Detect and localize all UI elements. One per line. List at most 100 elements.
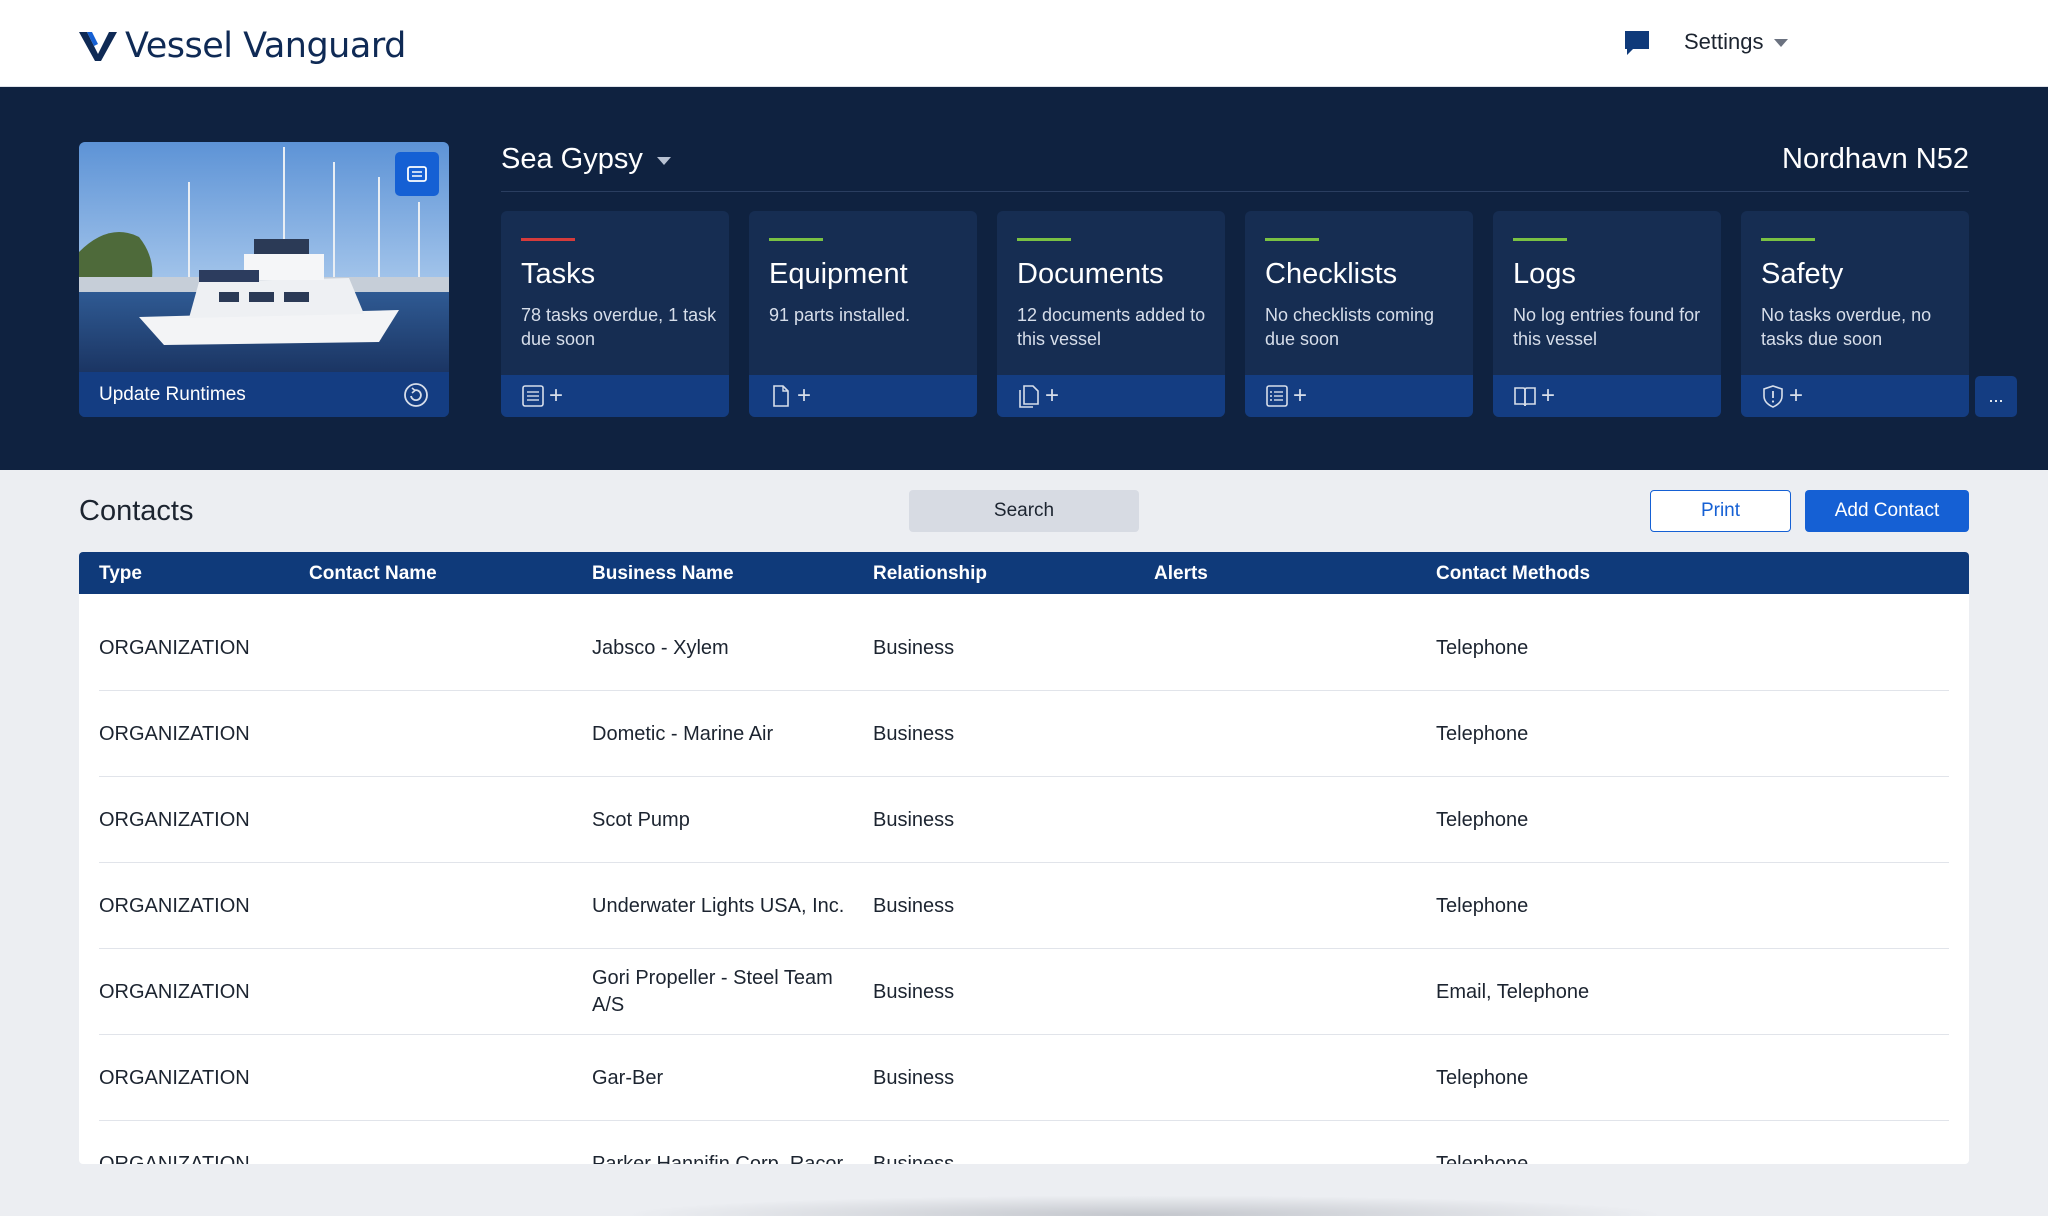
tile-add-equipment-button[interactable]: + [749,375,977,417]
table-row[interactable]: ORGANIZATION Jabsco - Xylem Business Teleph… [99,605,1949,691]
cell-type: ORGANIZATION [99,1152,250,1165]
vessel-photo[interactable] [79,142,449,372]
gallery-icon [407,166,427,182]
cell-alerts [1154,605,1424,691]
tile-description: 91 parts installed. [769,305,911,325]
banner-divider [501,191,1969,192]
cell-contact-methods: Telephone [1436,636,1529,659]
tile-status-bar [1513,238,1567,241]
cell-relationship: Business [873,1066,955,1089]
cell-contact-name [309,691,579,777]
vessel-model: Nordhavn N52 [1782,143,1969,175]
tile-add-tasks-button[interactable]: + [501,375,729,417]
settings-menu[interactable]: Settings [1684,29,1788,55]
column-header-alerts[interactable]: Alerts [1154,563,1208,584]
cell-type: ORGANIZATION [99,808,250,831]
tile-tasks[interactable]: Tasks 78 tasks overdue, 1 task due soon + [501,211,729,417]
cell-contact-methods: Telephone [1436,1152,1529,1165]
chat-icon[interactable] [1623,29,1651,57]
cell-relationship: Business [873,722,955,745]
vessel-gallery-button[interactable] [395,152,439,196]
tile-status-bar [521,238,575,241]
tile-title: Logs [1513,258,1576,290]
tile-add-safety-button[interactable]: + [1741,375,1969,417]
tile-title: Documents [1017,258,1164,290]
documents-icon [1019,385,1039,408]
tile-description: No log entries found for this vessel [1513,305,1701,349]
print-button[interactable]: Print [1650,490,1791,532]
cell-relationship: Business [873,808,955,831]
tile-checklists[interactable]: Checklists No checklists coming due soon + [1245,211,1473,417]
column-header-relationship[interactable]: Relationship [873,563,988,584]
brand-name: Vessel Vanguard [125,26,406,66]
tile-status-bar [769,238,823,241]
table-row[interactable]: ORGANIZATION Gori Propeller - Steel Team … [99,949,1949,1035]
book-icon [1514,387,1536,407]
shield-icon [1763,385,1783,408]
cell-type: ORGANIZATION [99,722,250,745]
vessel-selector[interactable]: Sea Gypsy [501,143,671,176]
tile-documents[interactable]: Documents 12 documents added to this vess… [997,211,1225,417]
refresh-icon [404,382,428,407]
tile-status-bar [1017,238,1071,241]
cell-alerts [1154,1035,1424,1121]
table-row[interactable]: ORGANIZATION Underwater Lights USA, Inc. B… [99,863,1949,949]
cell-type: ORGANIZATION [99,636,250,659]
vessel-card: Update Runtimes [79,142,449,417]
table-header: Type Contact Name Business Name Relation… [79,552,1969,594]
cell-alerts [1154,691,1424,777]
cell-type: ORGANIZATION [99,980,250,1003]
cell-contact-methods: Telephone [1436,1066,1529,1089]
column-header-contact-methods[interactable]: Contact Methods [1436,563,1591,584]
cell-type: ORGANIZATION [99,894,250,917]
table-row[interactable]: ORGANIZATION Gar-Ber Business Telephone [99,1035,1949,1121]
tile-equipment[interactable]: Equipment 91 parts installed. + [749,211,977,417]
tile-add-documents-button[interactable]: + [997,375,1225,417]
table-row[interactable]: ORGANIZATION Scot Pump Business Telephone [99,777,1949,863]
cell-business-name: Scot Pump [592,808,690,831]
more-button[interactable]: ... [1975,376,2017,417]
search-button[interactable]: Search [909,490,1139,532]
tile-description: No checklists coming due soon [1265,305,1435,349]
tile-add-logs-button[interactable]: + [1493,375,1721,417]
cell-contact-name [309,1121,579,1164]
tile-safety[interactable]: Safety No tasks overdue, no tasks due soo… [1741,211,1969,417]
column-header-business-name[interactable]: Business Name [592,563,734,584]
list-icon [522,385,544,407]
cell-alerts [1154,1121,1424,1164]
cell-contact-methods: Email, Telephone [1436,980,1590,1003]
cell-business-name: Gar-Ber [592,1066,664,1089]
cell-relationship: Business [873,980,955,1003]
add-contact-button[interactable]: Add Contact [1805,490,1969,532]
tile-add-checklists-button[interactable]: + [1245,375,1473,417]
vessel-vanguard-logo-icon [79,32,117,61]
tile-description: 12 documents added to this vessel [1017,305,1206,349]
update-runtimes-button[interactable]: Update Runtimes [79,372,449,417]
update-runtimes-label: Update Runtimes [99,383,246,405]
cell-business-name: Parker Hannifin Corp, Racor [592,1152,844,1165]
plus-icon: + [1789,382,1804,409]
cell-contact-methods: Telephone [1436,808,1529,831]
tile-title: Safety [1761,258,1844,290]
table-row[interactable]: ORGANIZATION Dometic - Marine Air Business… [99,691,1949,777]
cell-contact-name [309,1035,579,1121]
plus-icon: + [549,382,564,409]
plus-icon: + [797,382,812,409]
column-header-type[interactable]: Type [99,563,142,584]
contacts-table: Type Contact Name Business Name Relation… [79,552,1969,1164]
cell-business-name: Underwater Lights USA, Inc. [592,894,845,917]
tile-logs[interactable]: Logs No log entries found for this vessel… [1493,211,1721,417]
cell-contact-name [309,605,579,691]
checklist-icon [1266,385,1288,407]
cell-business-name: Gori Propeller - Steel Team A/S [592,967,833,1016]
brand-logo[interactable]: Vessel Vanguard [79,26,406,66]
column-header-contact-name[interactable]: Contact Name [309,563,437,584]
table-row[interactable]: ORGANIZATION Parker Hannifin Corp, Racor B… [99,1121,1949,1165]
cell-relationship: Business [873,894,955,917]
tile-title: Equipment [769,258,908,290]
cell-relationship: Business [873,1152,955,1165]
chevron-down-icon [656,156,671,165]
tile-title: Checklists [1265,258,1398,290]
tile-status-bar [1265,238,1319,241]
tile-description: 78 tasks overdue, 1 task due soon [521,305,717,349]
